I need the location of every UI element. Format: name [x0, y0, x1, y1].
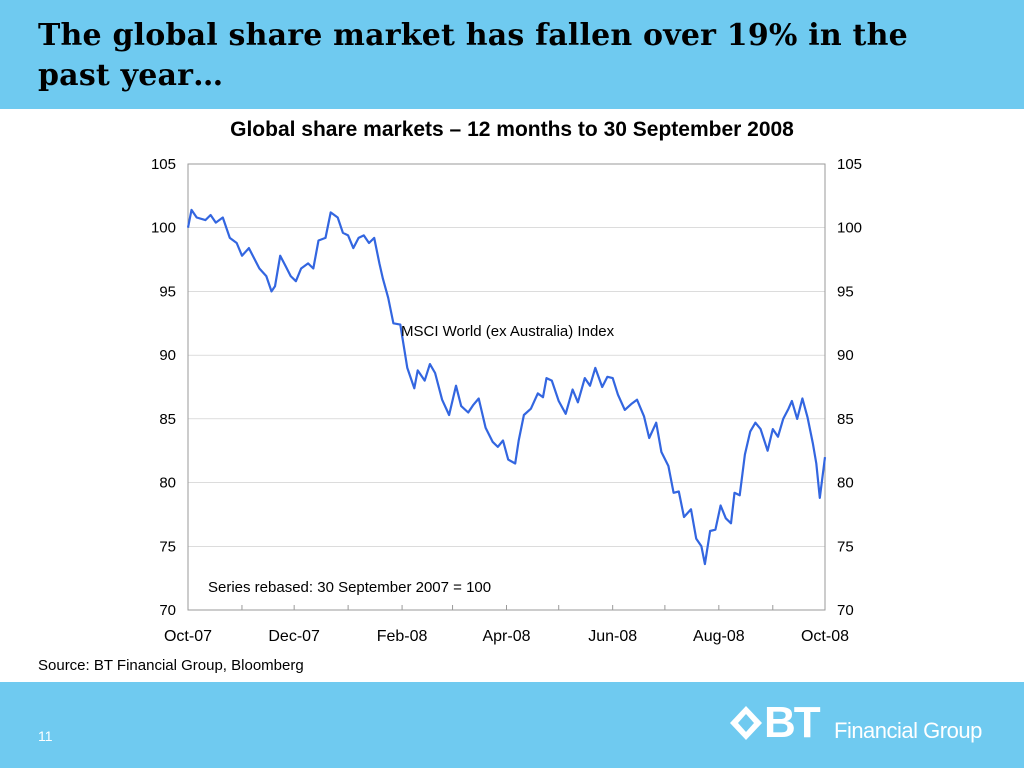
y-axis-right-tick-label: 100: [837, 220, 862, 237]
y-axis-left-tick-label: 80: [159, 475, 176, 492]
x-axis-tick-label: Aug-08: [693, 628, 745, 645]
diamond-logo-icon: [730, 706, 762, 740]
source-note: Source: BT Financial Group, Bloomberg: [38, 657, 304, 674]
footer-band: [0, 682, 1024, 768]
y-axis-right-tick-label: 70: [837, 602, 854, 619]
y-axis-right-tick-label: 95: [837, 283, 854, 300]
share-market-line-chart: 105 105 100 100 95 95 90 90 85 85 80 80 75 75 70 70 Oct-…: [151, 156, 862, 645]
logo-subtitle: Financial Group: [834, 718, 982, 743]
y-axis-right-tick-label: 90: [837, 347, 854, 364]
y-axis-right-tick-label: 85: [837, 411, 854, 428]
plot-frame: [187, 163, 826, 611]
x-axis-tick-label: Oct-08: [801, 628, 849, 645]
y-axis-left-tick-label: 105: [151, 156, 176, 173]
y-axis-left-tick-label: 70: [159, 602, 176, 619]
y-axis-left-tick-label: 100: [151, 220, 176, 237]
x-axis-tick-label: Dec-07: [268, 628, 320, 645]
slide-title: The global share market has fallen over …: [38, 18, 908, 93]
x-axis-tick-label: Feb-08: [377, 628, 428, 645]
series-annotation-label: MSCI World (ex Australia) Index: [401, 323, 615, 340]
y-axis-right-tick-label: 105: [837, 156, 862, 173]
page-number: 11: [38, 728, 53, 744]
y-axis-left-tick-label: 90: [159, 347, 176, 364]
rebase-note-label: Series rebased: 30 September 2007 = 100: [208, 579, 491, 596]
chart-title: Global share markets – 12 months to 30 S…: [230, 118, 794, 141]
x-axis-tick-label: Oct-07: [164, 628, 212, 645]
header-band: [0, 0, 1024, 109]
msci-world-series-line: [186, 208, 827, 566]
bt-financial-group-logo: BT Financial Group: [730, 698, 1010, 747]
logo-bt-text: BT: [764, 698, 821, 747]
y-axis-right-tick-label: 80: [837, 475, 854, 492]
x-axis-tick-label: Apr-08: [482, 628, 530, 645]
y-axis-left-tick-label: 95: [159, 283, 176, 300]
y-axis-left-tick-label: 85: [159, 411, 176, 428]
y-axis-right-tick-label: 75: [837, 538, 854, 555]
x-axis-tick-label: Jun-08: [588, 628, 637, 645]
y-axis-left-tick-label: 75: [159, 538, 176, 555]
